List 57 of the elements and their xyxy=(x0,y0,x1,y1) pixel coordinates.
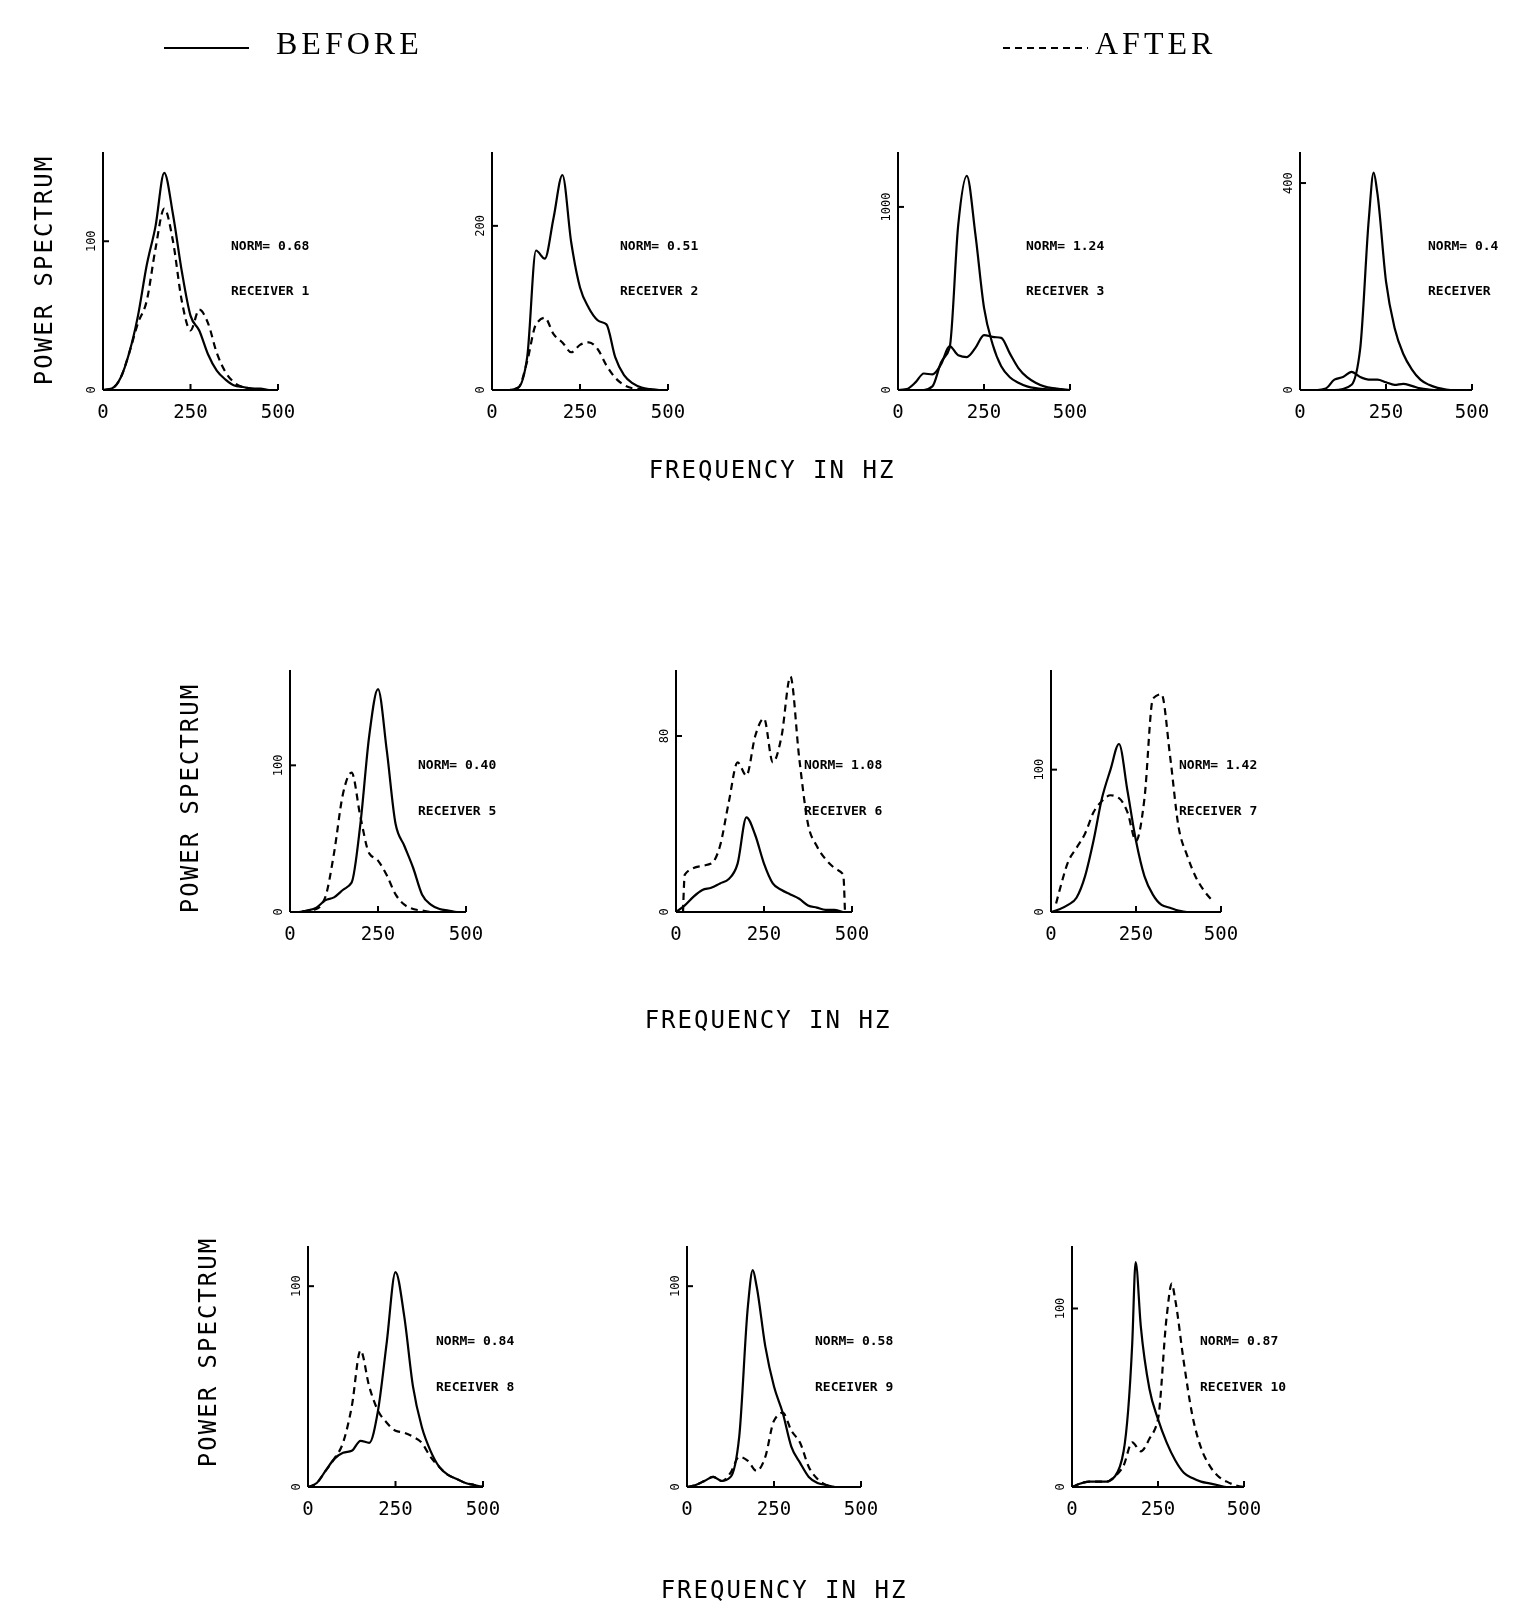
y-tick-label: 100 xyxy=(1053,1297,1067,1320)
y-tick-label: 80 xyxy=(657,728,671,744)
annotation: NORM= 0.51 xyxy=(620,237,699,253)
y-tick-label: 100 xyxy=(1032,758,1046,781)
y-axis-title: POWER SPECTRUM xyxy=(194,1236,222,1468)
x-tick-label: 250 xyxy=(756,1497,792,1519)
x-tick-label: 500 xyxy=(1226,1497,1262,1519)
annotation: NORM= 1.42 xyxy=(1179,757,1258,773)
x-tick-label: 250 xyxy=(360,922,396,944)
x-tick-label: 250 xyxy=(173,400,208,422)
y-tick-label: 1000 xyxy=(879,192,893,222)
annotation: RECEIVER 8 xyxy=(436,1378,515,1394)
x-tick-label: 500 xyxy=(1454,400,1490,422)
x-axis-title: FREQUENCY IN HZ xyxy=(648,456,896,484)
x-tick-label: 250 xyxy=(562,400,598,422)
y-tick-label: 200 xyxy=(473,215,487,237)
annotation: NORM= 0.58 xyxy=(815,1332,894,1348)
x-tick-label: 500 xyxy=(1052,400,1088,422)
x-tick-label: 500 xyxy=(1203,922,1239,944)
annotation: RECEIVER 5 xyxy=(418,803,497,819)
annotation: RECEIVER 7 xyxy=(1179,803,1258,819)
annotation: NORM= 0.40 xyxy=(418,757,497,773)
y-tick-label: 100 xyxy=(84,230,98,253)
legend-label: BEFORE xyxy=(276,25,423,61)
y-tick-label: 400 xyxy=(1281,172,1295,194)
x-tick-label: 250 xyxy=(1140,1497,1176,1519)
annotation: NORM= 1.08 xyxy=(804,757,883,773)
y-tick-label: 100 xyxy=(668,1275,682,1298)
x-axis-title: FREQUENCY IN HZ xyxy=(644,1006,892,1034)
annotation: RECEIVER 10 xyxy=(1200,1378,1287,1394)
legend-label: AFTER xyxy=(1095,25,1217,61)
annotation: NORM= 0.87 xyxy=(1200,1332,1279,1348)
x-tick-label: 500 xyxy=(843,1497,879,1519)
annotation: RECEIVER 3 xyxy=(1026,282,1105,298)
x-tick-label: 250 xyxy=(1118,922,1154,944)
annotation: NORM= 0.68 xyxy=(231,237,310,253)
x-tick-label: 500 xyxy=(650,400,686,422)
x-axis-title: FREQUENCY IN HZ xyxy=(660,1576,908,1604)
x-tick-label: 250 xyxy=(378,1497,413,1519)
x-tick-label: 250 xyxy=(966,400,1002,422)
annotation: RECEIVER xyxy=(1428,282,1491,298)
annotation: RECEIVER 1 xyxy=(231,282,310,298)
annotation: RECEIVER 2 xyxy=(620,282,699,298)
y-axis-title: POWER SPECTRUM xyxy=(176,682,204,914)
x-tick-label: 500 xyxy=(834,922,870,944)
annotation: RECEIVER 9 xyxy=(815,1378,894,1394)
x-tick-label: 250 xyxy=(1368,400,1404,422)
y-axis-title: POWER SPECTRUM xyxy=(30,154,58,386)
y-tick-label: 100 xyxy=(271,754,285,777)
annotation: NORM= 0.4 xyxy=(1428,237,1499,253)
x-tick-label: 500 xyxy=(465,1497,501,1519)
x-tick-label: 500 xyxy=(448,922,484,944)
x-tick-label: 500 xyxy=(260,400,296,422)
y-tick-label: 100 xyxy=(289,1275,303,1298)
annotation: NORM= 0.84 xyxy=(436,1332,515,1348)
x-tick-label: 250 xyxy=(746,922,782,944)
annotation: NORM= 1.24 xyxy=(1026,237,1105,253)
